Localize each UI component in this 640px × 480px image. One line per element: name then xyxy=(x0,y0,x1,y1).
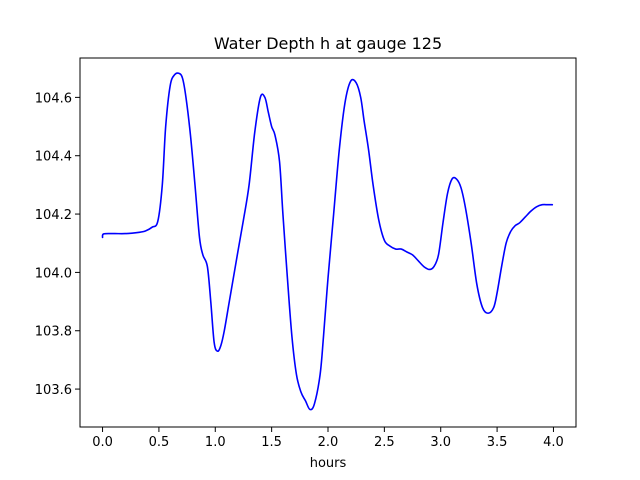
y-tick-label: 104.0 xyxy=(35,266,72,281)
x-tick-label: 3.0 xyxy=(430,435,451,450)
series-line xyxy=(101,72,554,411)
x-axis: 0.0 0.5 1.0 1.5 2.0 2.5 3.0 3.5 4.0 xyxy=(92,427,564,450)
y-tick-label: 104.6 xyxy=(35,91,72,106)
x-tick-label: 4.0 xyxy=(543,435,564,450)
series-layer xyxy=(101,72,554,411)
y-axis: 103.6 103.8 104.0 104.2 104.4 104.6 xyxy=(35,91,80,398)
x-tick-label: 0.5 xyxy=(149,435,170,450)
x-tick-label: 0.0 xyxy=(92,435,113,450)
x-tick-label: 1.5 xyxy=(261,435,282,450)
x-tick-label: 2.0 xyxy=(318,435,339,450)
x-tick-label: 2.5 xyxy=(374,435,395,450)
x-tick-label: 1.0 xyxy=(205,435,226,450)
y-tick-label: 103.8 xyxy=(35,325,72,340)
y-tick-label: 103.6 xyxy=(35,383,72,398)
chart-title: Water Depth h at gauge 125 xyxy=(214,34,442,53)
y-tick-label: 104.2 xyxy=(35,208,72,223)
x-axis-label: hours xyxy=(310,456,347,471)
y-tick-label: 104.4 xyxy=(35,150,72,165)
x-tick-label: 3.5 xyxy=(487,435,508,450)
